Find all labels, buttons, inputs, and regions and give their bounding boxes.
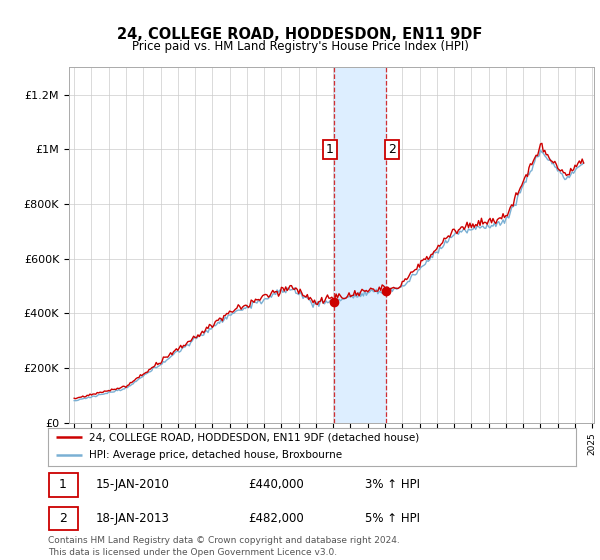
Text: 1: 1	[59, 478, 67, 492]
Text: 15-JAN-2010: 15-JAN-2010	[95, 478, 169, 492]
Text: Contains HM Land Registry data © Crown copyright and database right 2024.
This d: Contains HM Land Registry data © Crown c…	[48, 536, 400, 557]
Text: 2: 2	[388, 143, 396, 156]
Text: £482,000: £482,000	[248, 512, 304, 525]
Text: HPI: Average price, detached house, Broxbourne: HPI: Average price, detached house, Brox…	[89, 450, 343, 460]
Text: 3% ↑ HPI: 3% ↑ HPI	[365, 478, 420, 492]
Text: 1: 1	[326, 143, 334, 156]
Text: 24, COLLEGE ROAD, HODDESDON, EN11 9DF: 24, COLLEGE ROAD, HODDESDON, EN11 9DF	[118, 27, 482, 42]
Bar	[334, 67, 386, 423]
Text: 18-JAN-2013: 18-JAN-2013	[95, 512, 169, 525]
Text: 24, COLLEGE ROAD, HODDESDON, EN11 9DF (detached house): 24, COLLEGE ROAD, HODDESDON, EN11 9DF (d…	[89, 432, 419, 442]
Text: £440,000: £440,000	[248, 478, 304, 492]
Text: 5% ↑ HPI: 5% ↑ HPI	[365, 512, 420, 525]
FancyBboxPatch shape	[49, 507, 77, 530]
Text: Price paid vs. HM Land Registry's House Price Index (HPI): Price paid vs. HM Land Registry's House …	[131, 40, 469, 53]
FancyBboxPatch shape	[49, 473, 77, 497]
Text: 2: 2	[59, 512, 67, 525]
